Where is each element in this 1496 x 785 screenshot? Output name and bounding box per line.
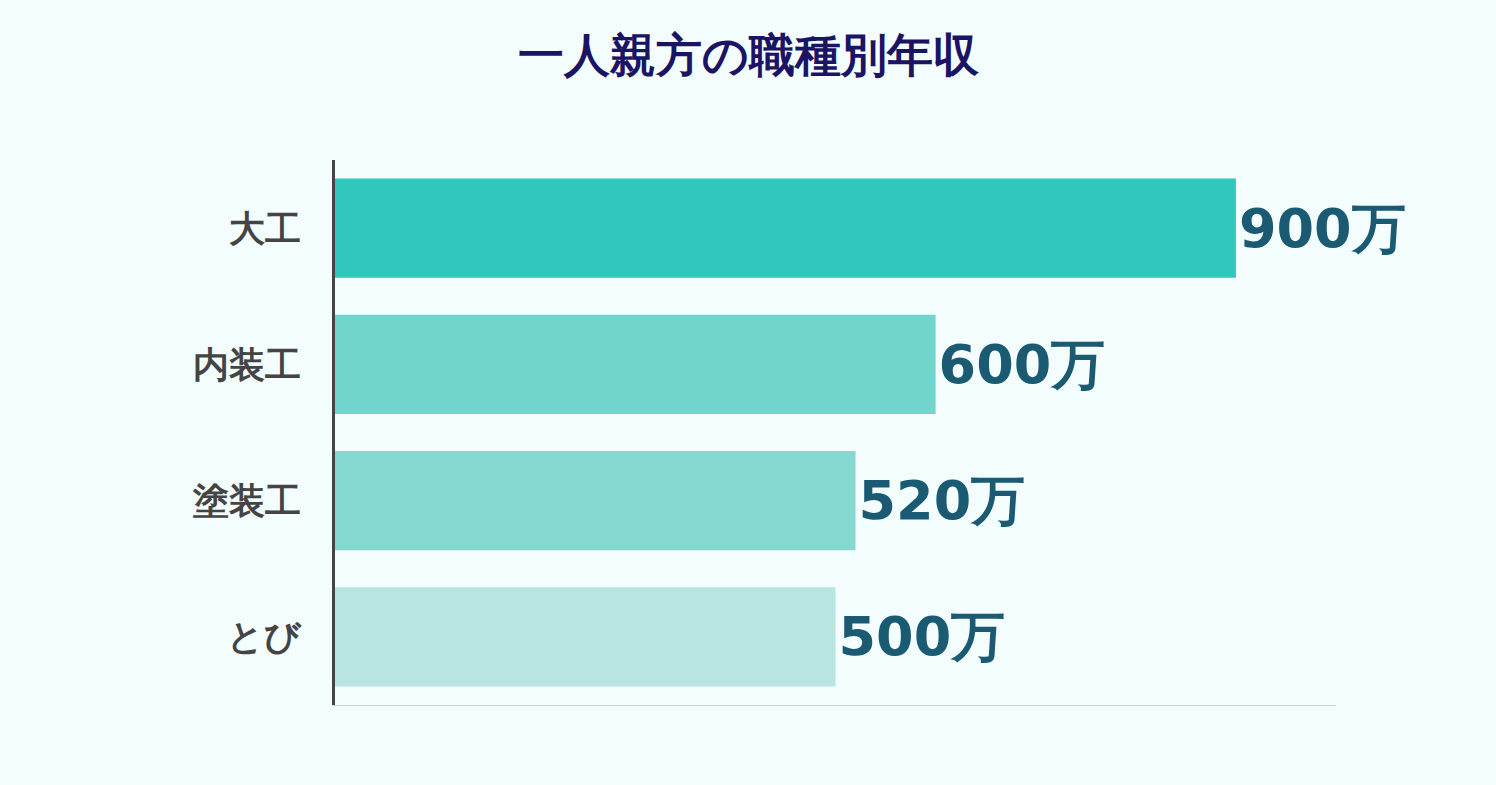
svg-text:520万: 520万 — [859, 469, 1026, 532]
svg-text:大工: 大工 — [229, 208, 301, 249]
svg-text:とび: とび — [227, 616, 302, 657]
svg-text:塗装工: 塗装工 — [192, 480, 301, 521]
svg-text:900万: 900万 — [1239, 197, 1406, 260]
svg-text:内装工: 内装工 — [193, 344, 301, 385]
svg-text:一人親方の職種別年収: 一人親方の職種別年収 — [518, 28, 980, 82]
svg-text:500万: 500万 — [839, 605, 1006, 668]
svg-text:600万: 600万 — [939, 333, 1106, 396]
